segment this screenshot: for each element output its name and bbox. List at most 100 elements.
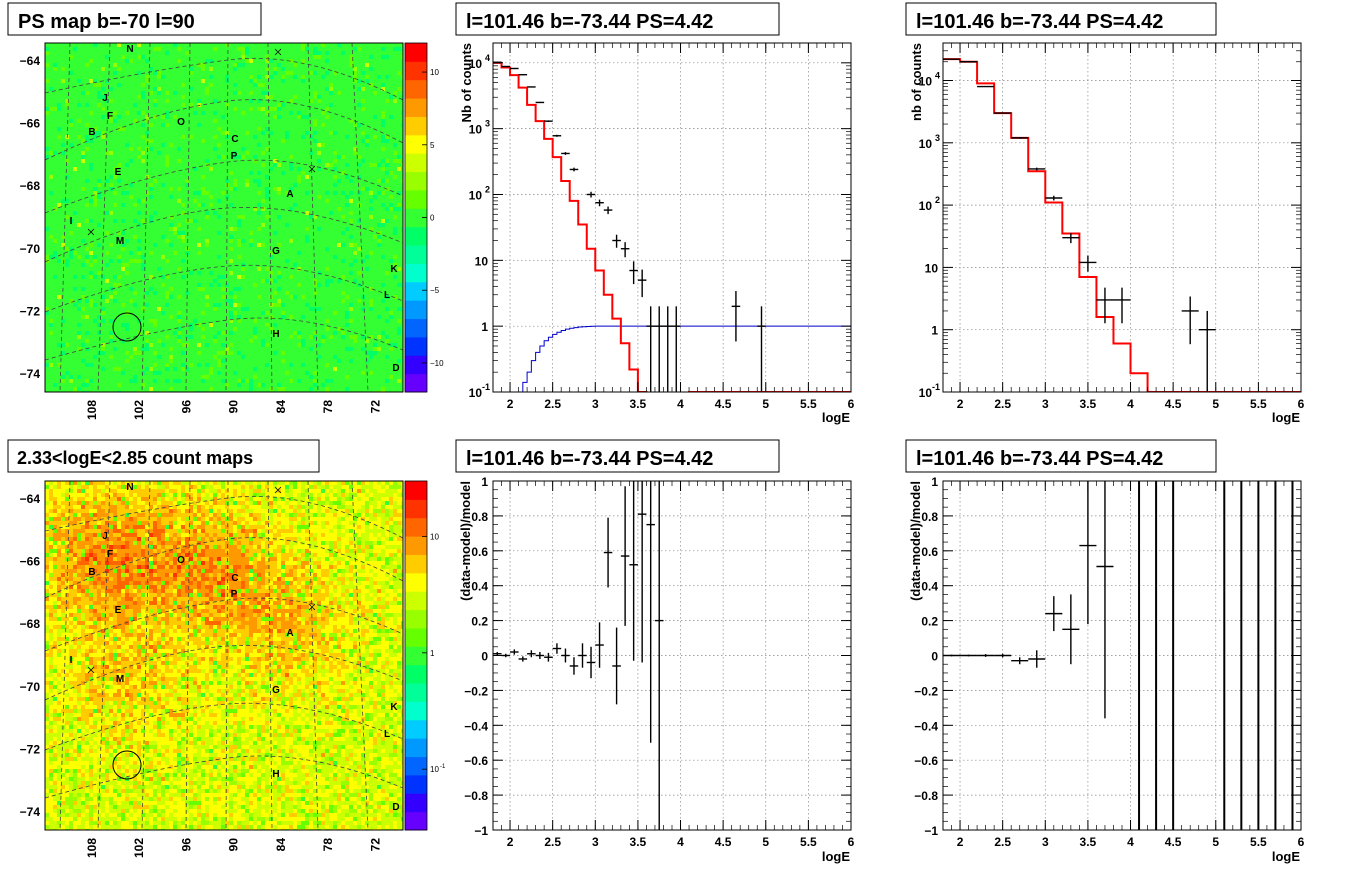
map-cell [281,167,285,171]
map-cell [381,219,385,223]
map-cell [109,263,113,267]
map-cell [73,187,77,191]
map-cell [277,207,281,211]
map-cell [377,67,381,71]
map-cell [117,227,121,231]
map-cell [109,203,113,207]
map-cell [365,151,369,155]
map-cell [49,171,53,175]
map-cell [333,199,337,203]
map-cell [349,143,353,147]
map-cell [341,195,345,199]
map-cell [337,143,341,147]
map-cell [153,195,157,199]
map-cell [377,131,381,135]
map-cell [217,115,221,119]
map-cell [149,115,153,119]
map-cell [365,119,369,123]
map-cell [349,115,353,119]
map-cell [397,199,401,203]
map-cell [313,83,317,87]
map-cell [233,119,237,123]
map-cell [385,119,389,123]
map-cell [313,135,317,139]
map-cell [313,231,317,235]
map-cell [269,159,273,163]
map-cell [209,151,213,155]
map-cell [349,247,353,251]
map-cell [273,163,277,167]
map-cell [233,167,237,171]
map-cell [273,255,277,259]
map-cell [217,259,221,263]
map-cell [301,235,305,239]
map-cell [253,151,257,155]
map-cell [129,179,133,183]
map-cell [253,115,257,119]
map-cell [77,91,81,95]
map-cell [365,163,369,167]
map-cell [157,59,161,63]
map-cell [197,175,201,179]
map-cell [57,255,61,259]
map-cell [393,155,397,159]
map-cell [93,203,97,207]
map-cell [121,239,125,243]
map-cell [209,91,213,95]
map-cell [273,127,277,131]
map-cell [201,111,205,115]
map-cell [249,251,253,255]
map-cell [73,103,77,107]
map-cell [69,195,73,199]
map-cell [185,139,189,143]
map-cell [237,199,241,203]
map-cell [109,179,113,183]
map-cell [117,215,121,219]
map-cell [177,231,181,235]
map-cell [285,215,289,219]
map-cell [177,199,181,203]
map-cell [333,215,337,219]
map-cell [237,163,241,167]
map-cell [109,91,113,95]
map-cell [229,163,233,167]
map-cell [125,135,129,139]
map-cell [177,247,181,251]
map-cell [161,131,165,135]
map-cell [277,175,281,179]
map-cell [221,171,225,175]
map-cell [289,203,293,207]
map-cell [269,255,273,259]
map-cell [389,171,393,175]
map-cell [105,67,109,71]
map-cell [273,171,277,175]
map-cell [57,163,61,167]
map-cell [333,83,337,87]
map-cell [77,199,81,203]
map-cell [89,207,93,211]
map-cell [297,239,301,243]
map-cell [389,167,393,171]
map-cell [329,227,333,231]
map-cell [393,119,397,123]
map-cell [257,127,261,131]
map-cell [301,63,305,67]
map-cell [65,167,69,171]
map-cell [165,231,169,235]
map-cell [269,135,273,139]
map-cell [337,99,341,103]
map-cell [181,251,185,255]
map-cell [65,79,69,83]
map-cell [121,203,125,207]
map-cell [369,75,373,79]
map-cell [129,147,133,151]
map-cell [261,47,265,51]
map-cell [57,191,61,195]
map-cell [301,71,305,75]
map-cell [377,91,381,95]
map-cell [333,111,337,115]
map-cell [221,107,225,111]
map-cell [269,55,273,59]
map-cell [125,207,129,211]
map-cell [313,107,317,111]
